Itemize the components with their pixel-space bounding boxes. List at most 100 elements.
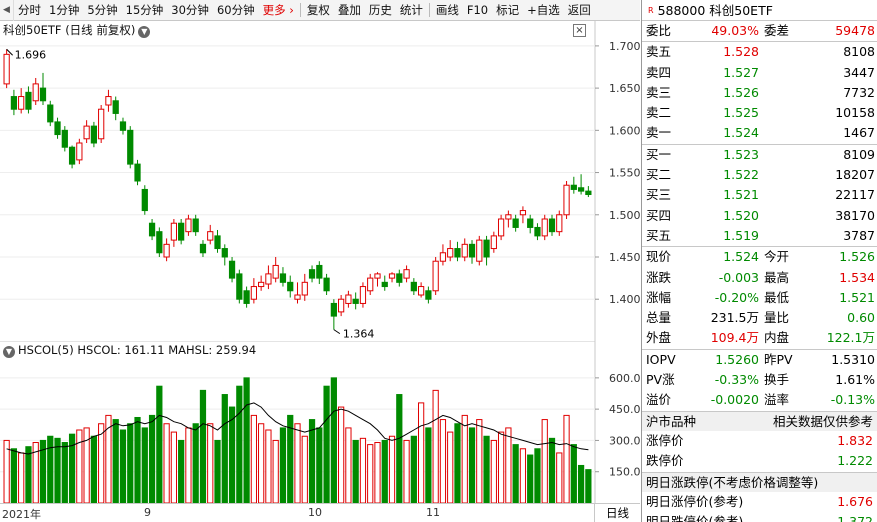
toolbar-button[interactable]: 标记: [496, 2, 520, 17]
volume-bar-down: [228, 406, 236, 503]
level-label: 买四: [646, 207, 672, 223]
sell-level-row: 卖一 1.524 1467: [642, 123, 877, 143]
candle-down: [47, 104, 54, 123]
y-tick-label: 1.450: [609, 251, 640, 264]
toolbar-button[interactable]: 30分钟: [171, 2, 209, 17]
volume-bar-down: [214, 439, 221, 503]
candle-up: [403, 269, 410, 279]
candle-up: [447, 248, 454, 258]
stat-row: 涨幅 -0.20% 最低 1.521: [642, 288, 877, 308]
buy-level-row: 买五 1.519 3787: [642, 226, 877, 246]
volume-bar-up: [170, 431, 178, 503]
candle-up: [497, 218, 505, 237]
candle-down: [330, 302, 337, 317]
candle-down: [119, 121, 127, 131]
level-volume: 3447: [843, 64, 875, 80]
stat-value: 0.60: [847, 310, 875, 326]
volume-bar-up: [432, 389, 439, 503]
volume-bar-up: [490, 439, 497, 503]
volume-indicator-chart[interactable]: 600.0 450.0 300.0 150.0: [0, 341, 640, 503]
candle-up: [163, 243, 170, 258]
toolbar-button[interactable]: 1分钟: [49, 2, 80, 17]
volume-bar-up: [345, 427, 352, 503]
tomorrow-label: 明日涨停价(参考): [646, 493, 744, 509]
x-tick-label: 11: [426, 506, 440, 519]
volume-bar-up: [301, 435, 308, 503]
toolbar-button[interactable]: 叠加: [337, 2, 361, 17]
tomorrow-row: 明日跌停价(参考) 1.372: [642, 512, 877, 522]
candle-down: [214, 235, 221, 250]
level-volume: 7732: [843, 84, 875, 100]
volume-bar-up: [417, 402, 425, 503]
volume-bar-down: [141, 427, 148, 503]
candle-up: [476, 239, 483, 262]
candlestick-chart[interactable]: 1.700 1.650 1.600 1.550 1.500 1.450 1.400 1.696…: [0, 21, 640, 341]
volume-bar-up: [83, 427, 90, 503]
chevron-down-icon[interactable]: ▼: [3, 346, 15, 358]
volume-bar-down: [468, 427, 476, 503]
ma-line: [6, 402, 589, 455]
stat-value: 1.5260: [715, 351, 759, 367]
y-tick-label: 600.0: [609, 372, 640, 385]
stat-label: 最高: [764, 269, 790, 285]
volume-bar-up: [338, 406, 345, 503]
toolbar-button[interactable]: 更多 ›: [262, 2, 294, 17]
volume-bar-down: [534, 448, 541, 503]
level-volume: 38170: [835, 207, 875, 223]
toolbar-button[interactable]: 15分钟: [125, 2, 164, 17]
stat-label: IOPV: [646, 351, 676, 367]
volume-bar-up: [497, 431, 505, 503]
level-price: 1.520: [723, 207, 759, 223]
volume-bar-up: [505, 427, 512, 503]
candle-up: [367, 277, 374, 292]
toolbar-button[interactable]: 复权: [306, 2, 330, 17]
toolbar-button[interactable]: 历史: [368, 2, 392, 17]
volume-bar-down: [127, 423, 134, 503]
candle-down: [512, 218, 519, 228]
weicha-label: 委差: [764, 23, 790, 38]
toolbar-button[interactable]: 统计: [399, 2, 423, 17]
volume-bar-up: [461, 414, 468, 503]
volume-bar-down: [287, 414, 294, 503]
stat-label: 总量: [646, 310, 672, 326]
stat-row: 总量 231.5万 量比 0.60: [642, 308, 877, 328]
volume-bar-up: [76, 429, 83, 503]
toolbar-button[interactable]: 分时: [18, 2, 41, 17]
candle-down: [287, 281, 294, 292]
high-label: 1.696: [15, 48, 47, 61]
tomorrow-row: 明日涨停价(参考) 1.676: [642, 492, 877, 512]
toolbar-separator: [299, 3, 301, 17]
toolbar-left-arrow-icon[interactable]: ◀: [0, 0, 14, 21]
level-label: 买三: [646, 187, 672, 203]
candle-up: [505, 214, 512, 220]
limit-value: 1.832: [837, 432, 873, 448]
limit-row: 涨停价 1.832: [642, 431, 877, 451]
section-right: 相关数据仅供参考: [772, 413, 873, 429]
volume-bar-down: [10, 448, 18, 503]
candle-up: [3, 53, 10, 85]
toolbar-button[interactable]: +自选: [527, 2, 560, 17]
limit-prices: 涨停价 1.832 跌停价 1.222: [642, 431, 877, 472]
toolbar-button[interactable]: 返回: [567, 2, 591, 17]
candle-down: [454, 248, 461, 258]
stat-value: 122.1万: [826, 330, 875, 346]
candle-down: [352, 298, 359, 304]
close-icon[interactable]: ×: [573, 24, 586, 37]
chevron-down-icon[interactable]: ▼: [138, 26, 151, 38]
stat-value: 1.5310: [831, 351, 875, 367]
toolbar-button[interactable]: F10: [466, 2, 489, 17]
stat-label: 最低: [764, 289, 790, 305]
stat-value: 1.534: [839, 269, 875, 285]
volume-bar-down: [243, 377, 250, 503]
toolbar-button[interactable]: 5分钟: [87, 2, 118, 17]
toolbar: ◀ 分时 1分钟 5分钟 15分钟 30分钟 60分钟 更多 › 复权 叠加 历史 统计 画线 F10 标…: [0, 0, 640, 21]
volume-bar-up: [163, 423, 170, 503]
toolbar-button[interactable]: 60分钟: [216, 2, 255, 17]
toolbar-button[interactable]: 画线: [435, 2, 459, 17]
weicha-value: 59478: [835, 23, 875, 38]
quote-header: R 588000 科创50ETF: [642, 0, 877, 21]
period-button[interactable]: 日线: [594, 504, 640, 522]
x-tick-label: 2021年: [2, 508, 41, 521]
candle-down: [156, 231, 163, 254]
